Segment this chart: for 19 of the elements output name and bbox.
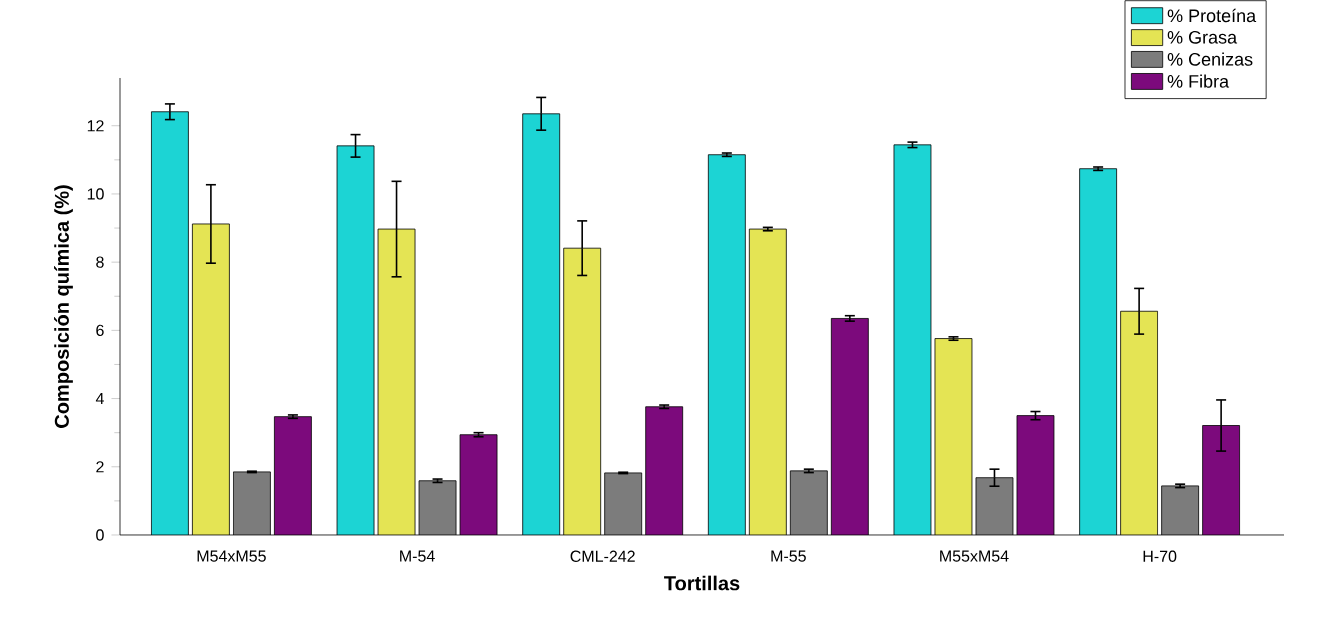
y-tick-label: 12 (87, 120, 104, 132)
y-axis-title: Composición química (%) (54, 185, 73, 428)
x-tick-label: M55xM54 (940, 550, 1009, 562)
legend-label: % Fibra (1167, 74, 1230, 88)
legend-label: % Proteína (1167, 8, 1257, 23)
y-tick-label: 10 (87, 188, 104, 200)
legend-label: % Cenizas (1167, 52, 1253, 66)
y-tick-label: 0 (96, 529, 104, 541)
x-tick-label: CML-242 (570, 550, 635, 562)
x-tick-label: M-55 (771, 550, 806, 562)
x-tick-label: H-70 (1143, 550, 1177, 562)
x-tick-label: M54xM55 (197, 550, 266, 562)
y-tick-label: 6 (96, 324, 104, 337)
legend-label: % Grasa (1167, 30, 1238, 44)
x-tick-label: M-54 (400, 550, 435, 562)
x-axis-title: Tortillas (664, 575, 740, 591)
y-tick-label: 2 (96, 461, 104, 473)
y-tick-label: 4 (95, 393, 104, 405)
y-tick-label: 8 (96, 256, 104, 268)
